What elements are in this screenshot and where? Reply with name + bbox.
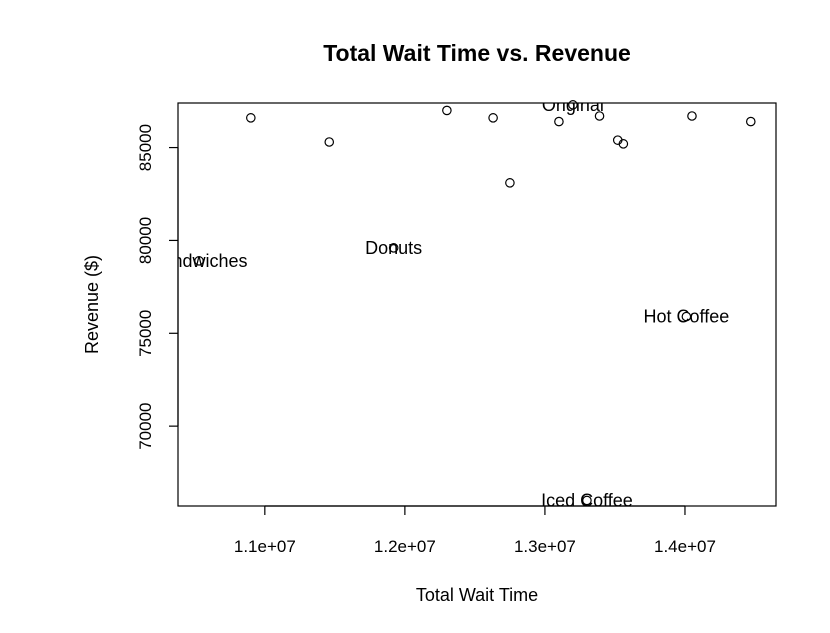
data-point — [388, 243, 399, 253]
data-point — [442, 105, 452, 116]
x-tick-label: 1.1e+07 — [234, 537, 296, 556]
data-point — [681, 311, 692, 322]
x-tick-label: 1.3e+07 — [514, 537, 576, 556]
data-point — [582, 495, 592, 506]
chart-title: Total Wait Time vs. Revenue — [323, 40, 631, 66]
data-point — [246, 113, 256, 123]
y-axis-label: Revenue ($) — [82, 255, 102, 354]
plot-frame — [177, 102, 777, 507]
y-axis: 70000 75000 80000 85000 — [136, 124, 179, 450]
data-point — [488, 113, 498, 123]
y-tick-label: 80000 — [136, 217, 155, 264]
y-tick-label: 85000 — [136, 124, 155, 171]
x-axis: 1.1e+07 1.2e+07 1.3e+07 1.4e+07 — [234, 505, 716, 556]
data-point-label: Donuts — [365, 238, 422, 258]
data-point — [745, 116, 756, 127]
data-point-label: Hot Coffee — [644, 307, 730, 327]
x-axis-label: Total Wait Time — [416, 585, 538, 605]
y-tick-label: 70000 — [136, 403, 155, 450]
x-tick-label: 1.4e+07 — [654, 537, 716, 556]
data-point — [554, 116, 564, 127]
y-tick-label: 75000 — [136, 310, 155, 357]
data-point — [618, 139, 629, 149]
data-point-label: Iced Coffee — [541, 490, 633, 510]
data-point — [505, 178, 515, 188]
data-point — [687, 111, 697, 121]
data-point-label: Original — [542, 95, 604, 115]
data-points — [194, 100, 756, 506]
x-tick-label: 1.2e+07 — [374, 537, 436, 556]
data-point-label: Sandwiches — [150, 251, 247, 271]
point-labels: Sandwiches Donuts Original Iced Coffee Hot C… — [150, 95, 730, 510]
data-point — [324, 137, 335, 147]
data-point — [594, 111, 605, 121]
data-point — [194, 256, 204, 266]
data-point — [568, 100, 578, 110]
